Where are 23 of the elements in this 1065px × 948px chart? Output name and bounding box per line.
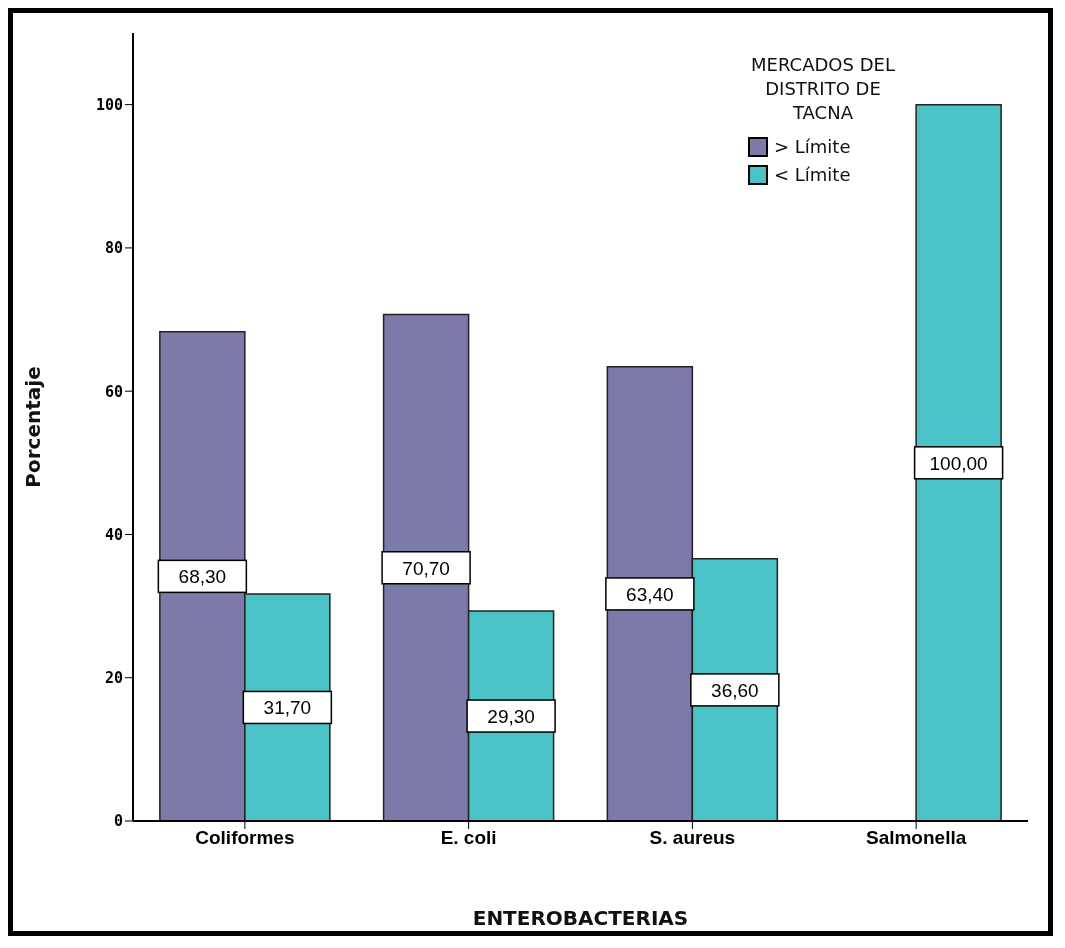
data-label: 31,70 — [263, 697, 312, 719]
y-axis-title: Porcentaje — [21, 366, 46, 488]
legend-label: > Límite — [774, 135, 851, 159]
x-tick-label: Coliformes — [195, 827, 295, 849]
y-tick-label: 0 — [113, 812, 123, 831]
y-tick-label: 60 — [104, 382, 123, 401]
data-label: 63,40 — [626, 583, 674, 605]
legend-label: < Límite — [774, 163, 851, 187]
y-tick-label: 20 — [104, 669, 123, 688]
x-tick-label: S. aureus — [649, 827, 736, 849]
legend-title: MERCADOS DEL DISTRITO DE TACNA — [750, 53, 896, 125]
y-tick-label: 80 — [104, 239, 123, 258]
data-label: 70,70 — [402, 557, 450, 579]
x-tick-label: Salmonella — [865, 827, 967, 849]
x-axis-title: ENTEROBACTERIAS — [472, 906, 689, 931]
x-tick-label: E. coli — [440, 827, 497, 849]
y-tick-label: 40 — [104, 525, 123, 544]
data-label: 68,30 — [178, 566, 227, 588]
bar — [915, 103, 1002, 821]
data-label: 36,60 — [711, 679, 759, 701]
data-label: 100,00 — [929, 452, 988, 474]
data-label: 29,30 — [487, 706, 535, 728]
y-tick-label: 100 — [95, 95, 123, 114]
